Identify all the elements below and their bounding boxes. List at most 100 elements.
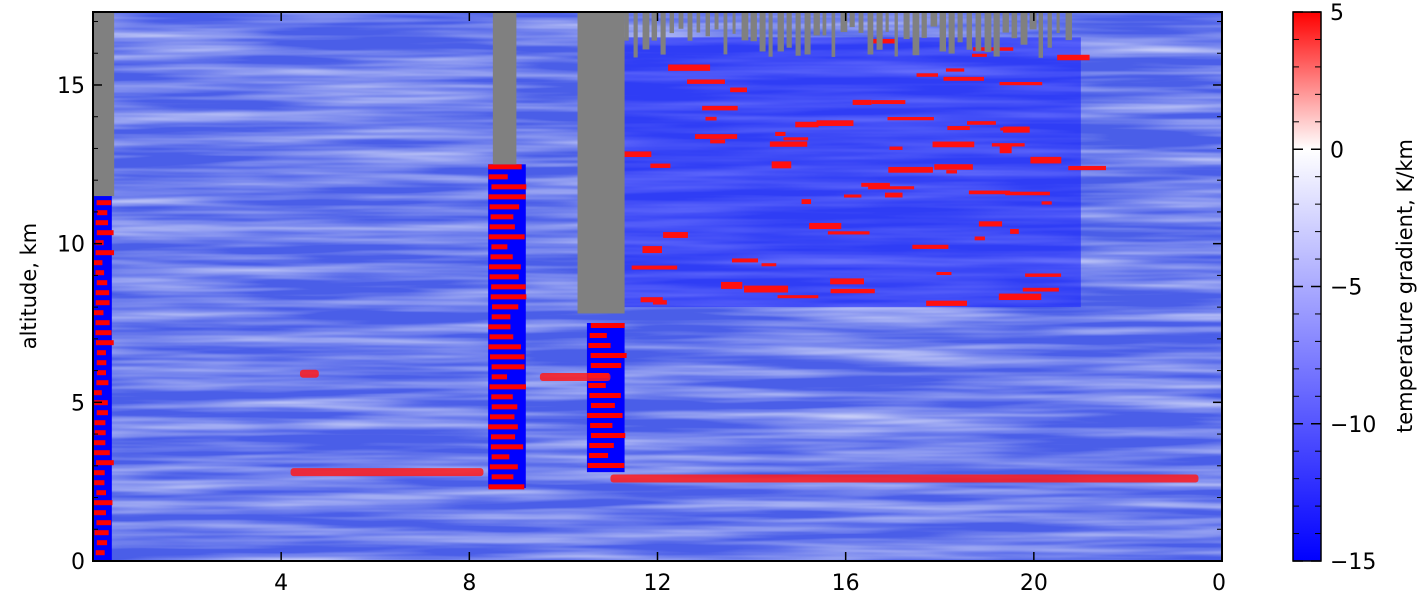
inversion-streak xyxy=(945,68,965,72)
y-axis-label: altitude, km xyxy=(17,223,41,350)
unstable-band xyxy=(94,390,102,396)
unstable-band xyxy=(94,510,106,516)
inversion-streak xyxy=(932,141,975,148)
missing-data xyxy=(984,12,992,53)
unstable-band xyxy=(488,344,521,350)
inversion-streak xyxy=(663,232,688,238)
inversion-streak xyxy=(642,246,662,254)
missing-data xyxy=(759,12,766,52)
unstable-band xyxy=(490,354,525,360)
inversion-streak xyxy=(912,244,949,249)
inversion-streak xyxy=(744,285,789,293)
unstable-band xyxy=(492,304,519,310)
inversion-streak xyxy=(830,278,864,285)
missing-data xyxy=(642,12,650,50)
missing-data xyxy=(813,12,820,36)
colorbar: 5 0 −5 −10 −15 temperature gradient, K/km xyxy=(1292,1,1417,575)
missing-data xyxy=(93,12,115,197)
inversion-streak xyxy=(884,192,903,198)
unstable-band xyxy=(588,382,606,388)
unstable-band xyxy=(93,310,104,316)
colorbar-tick-label: 5 xyxy=(1330,1,1344,26)
inversion-layer xyxy=(539,372,611,381)
inversion-layer xyxy=(299,369,319,378)
unstable-band xyxy=(590,422,613,428)
unstable-band xyxy=(96,210,108,216)
missing-data xyxy=(678,12,684,29)
unstable-band xyxy=(491,374,508,380)
inversion-streak xyxy=(827,231,870,235)
inversion-streak xyxy=(943,76,985,81)
unstable-band xyxy=(588,452,609,458)
inversion-streak xyxy=(702,105,738,111)
colorbar-tick-label: −10 xyxy=(1330,413,1376,438)
inversion-layer xyxy=(610,474,1199,483)
missing-data xyxy=(741,12,749,41)
inversion-streak xyxy=(668,64,711,71)
unstable-band xyxy=(95,550,105,556)
missing-data xyxy=(867,12,874,55)
inversion-streak xyxy=(871,100,906,105)
unstable-band xyxy=(95,290,110,296)
x-tick-label: 0 xyxy=(1212,571,1226,596)
unstable-band xyxy=(95,270,105,276)
missing-data xyxy=(723,12,728,55)
unstable-band xyxy=(96,410,108,416)
unstable-band xyxy=(96,200,112,206)
unstable-band xyxy=(490,214,514,220)
unstable-band xyxy=(590,352,627,358)
colorbar-label: temperature gradient, K/km xyxy=(1393,139,1417,433)
unstable-band xyxy=(96,230,114,236)
unstable-band xyxy=(94,430,106,436)
missing-data xyxy=(633,12,638,58)
y-tick-label: 0 xyxy=(71,550,85,575)
unstable-band xyxy=(490,294,527,300)
missing-data xyxy=(903,12,910,40)
missing-data xyxy=(876,12,883,50)
unstable-band xyxy=(490,444,524,450)
inversion-streak xyxy=(1022,287,1059,292)
unstable-band xyxy=(589,392,621,398)
inversion-streak xyxy=(947,126,970,131)
unstable-band xyxy=(96,540,108,546)
inversion-streak xyxy=(775,131,786,136)
unstable-band xyxy=(491,434,516,440)
missing-data xyxy=(804,12,811,55)
unstable-band xyxy=(488,424,518,430)
unstable-band xyxy=(94,530,109,536)
inversion-streak xyxy=(973,47,1014,51)
unstable-band xyxy=(489,384,526,390)
inversion-streak xyxy=(991,143,1025,147)
inversion-streak xyxy=(1030,156,1062,164)
missing-data xyxy=(696,12,701,33)
missing-data xyxy=(939,12,947,52)
missing-data xyxy=(750,12,757,42)
unstable-band xyxy=(590,432,626,438)
missing-data xyxy=(831,12,836,57)
inversion-streak xyxy=(861,182,890,187)
missing-data xyxy=(1038,12,1043,58)
unstable-band xyxy=(491,244,508,250)
unstable-band xyxy=(489,334,514,340)
unstable-band xyxy=(489,204,520,210)
inversion-streak xyxy=(710,139,726,144)
missing-data xyxy=(1002,12,1009,33)
unstable-band xyxy=(489,414,515,420)
unstable-band xyxy=(96,490,106,496)
inversion-streak xyxy=(999,146,1012,154)
inversion-streak xyxy=(1041,201,1052,205)
missing-data xyxy=(912,12,920,56)
unstable-band xyxy=(95,240,104,246)
unstable-band xyxy=(491,474,514,480)
unstable-band xyxy=(491,284,526,290)
unstable-band xyxy=(491,184,527,190)
unstable-band xyxy=(93,440,106,446)
missing-data xyxy=(1011,12,1018,39)
missing-data xyxy=(921,12,927,38)
missing-data xyxy=(777,12,784,52)
missing-data xyxy=(732,12,736,34)
missing-data xyxy=(822,12,827,36)
inversion-streak xyxy=(946,170,957,174)
inversion-streak xyxy=(974,236,985,241)
